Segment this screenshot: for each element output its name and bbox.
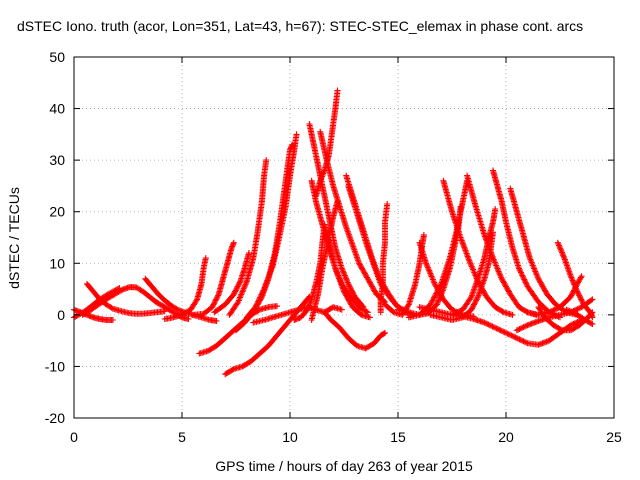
x-tick-label: 15 — [390, 429, 406, 445]
data-points — [71, 87, 596, 378]
data-arc — [321, 309, 388, 352]
data-arc — [189, 239, 237, 318]
data-marker-path — [317, 128, 388, 305]
x-tick-label: 10 — [282, 429, 298, 445]
x-tick-label: 0 — [70, 429, 78, 445]
data-marker-path — [321, 309, 388, 352]
data-arc — [308, 177, 371, 316]
x-tick-label: 5 — [178, 429, 186, 445]
data-arc — [345, 182, 412, 316]
data-arc — [211, 250, 252, 316]
data-marker-path — [345, 182, 412, 316]
y-tick-label: 30 — [49, 152, 65, 168]
data-marker-path — [161, 255, 209, 322]
chart-title: dSTEC Iono. truth (acor, Lon=351, Lat=43… — [17, 18, 583, 34]
data-marker-path — [490, 167, 563, 321]
y-tick-label: 10 — [49, 255, 65, 271]
x-tick-label: 20 — [498, 429, 514, 445]
data-arc — [243, 131, 300, 321]
x-tick-label: 25 — [606, 429, 622, 445]
data-marker-path — [79, 284, 192, 322]
x-axis-label: GPS time / hours of day 263 of year 2015 — [215, 458, 473, 474]
data-marker-path — [222, 293, 313, 378]
plot-frame — [73, 56, 615, 419]
y-tick-label: 0 — [57, 307, 65, 323]
data-arc — [490, 167, 563, 321]
data-marker-path — [377, 201, 391, 316]
data-arc — [161, 255, 209, 322]
data-marker-path — [189, 239, 237, 318]
data-arc — [563, 306, 596, 328]
data-arc — [222, 293, 313, 378]
data-marker-path — [226, 157, 270, 318]
y-tick-label: -20 — [45, 410, 65, 426]
data-marker-path — [507, 185, 581, 318]
y-tick-label: -10 — [45, 358, 65, 374]
axis-ticks: 0 5 10 15 20 25 -20 -10 0 10 20 30 40 50 — [45, 49, 622, 445]
data-arc — [317, 128, 388, 305]
data-arc — [377, 201, 391, 316]
data-marker-path — [211, 250, 252, 316]
y-tick-label: 20 — [49, 204, 65, 220]
data-marker-path — [243, 131, 300, 321]
data-arc — [226, 157, 270, 318]
data-marker-path — [563, 306, 596, 328]
data-arc — [84, 280, 168, 317]
y-tick-label: 50 — [49, 49, 65, 65]
y-tick-label: 40 — [49, 101, 65, 117]
data-arc — [507, 185, 581, 318]
gridlines — [74, 57, 614, 418]
y-axis-label: dSTEC / TECUs — [6, 187, 22, 289]
data-arc — [79, 284, 192, 322]
data-marker-path — [84, 280, 168, 317]
data-marker-path — [308, 177, 371, 316]
